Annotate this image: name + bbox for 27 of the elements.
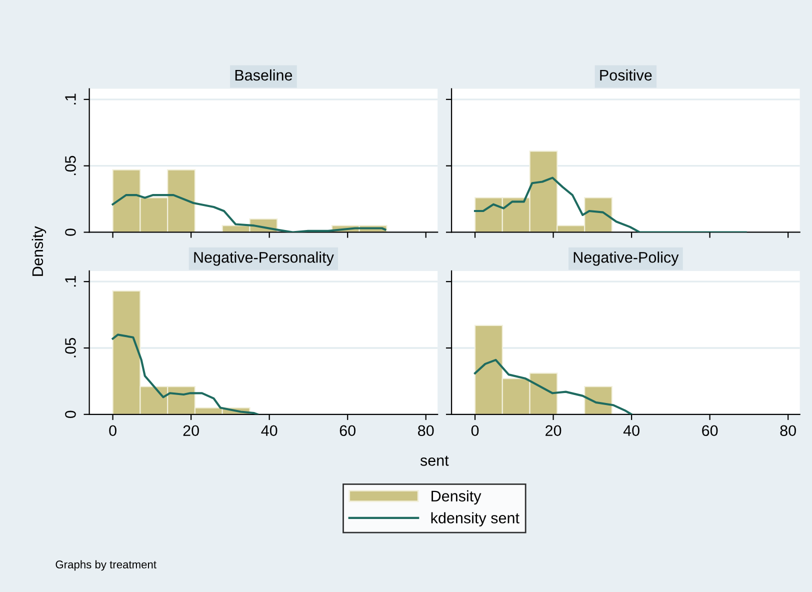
chart-title: Negative-Personality <box>194 252 334 266</box>
x-axis-title: sent <box>420 456 449 466</box>
y-axis-title: Density <box>32 226 46 276</box>
x-tick-label: 0 <box>109 425 116 436</box>
x-tick-label: 20 <box>546 425 562 436</box>
line-series <box>112 334 259 414</box>
chart-title: Negative-Policy <box>574 252 679 266</box>
y-tick-label: .1 <box>65 276 76 287</box>
text: Graphs by treatment <box>56 560 156 571</box>
x-tick-label: 80 <box>418 425 434 436</box>
line-series <box>112 194 386 232</box>
x-tick-label: 60 <box>340 425 356 436</box>
x-tick-label: 40 <box>623 425 640 436</box>
chart-title: Positive <box>600 69 652 81</box>
y-tick-label: .05 <box>65 338 76 358</box>
y-tick-label: .1 <box>65 94 76 104</box>
x-tick-label: 0 <box>471 425 479 436</box>
x-tick-label: 60 <box>702 425 718 436</box>
legend-label: kdensity sent <box>431 512 520 526</box>
x-tick-label: 80 <box>780 425 796 436</box>
y-tick-label: 0 <box>65 410 76 418</box>
x-tick-label: 20 <box>183 425 199 436</box>
y-tick-label: .05 <box>65 156 76 176</box>
y-tick-label: 0 <box>65 228 76 236</box>
chart-title: Baseline <box>235 69 292 81</box>
x-tick-label: 40 <box>261 425 278 436</box>
legend-label: Density <box>432 490 482 505</box>
